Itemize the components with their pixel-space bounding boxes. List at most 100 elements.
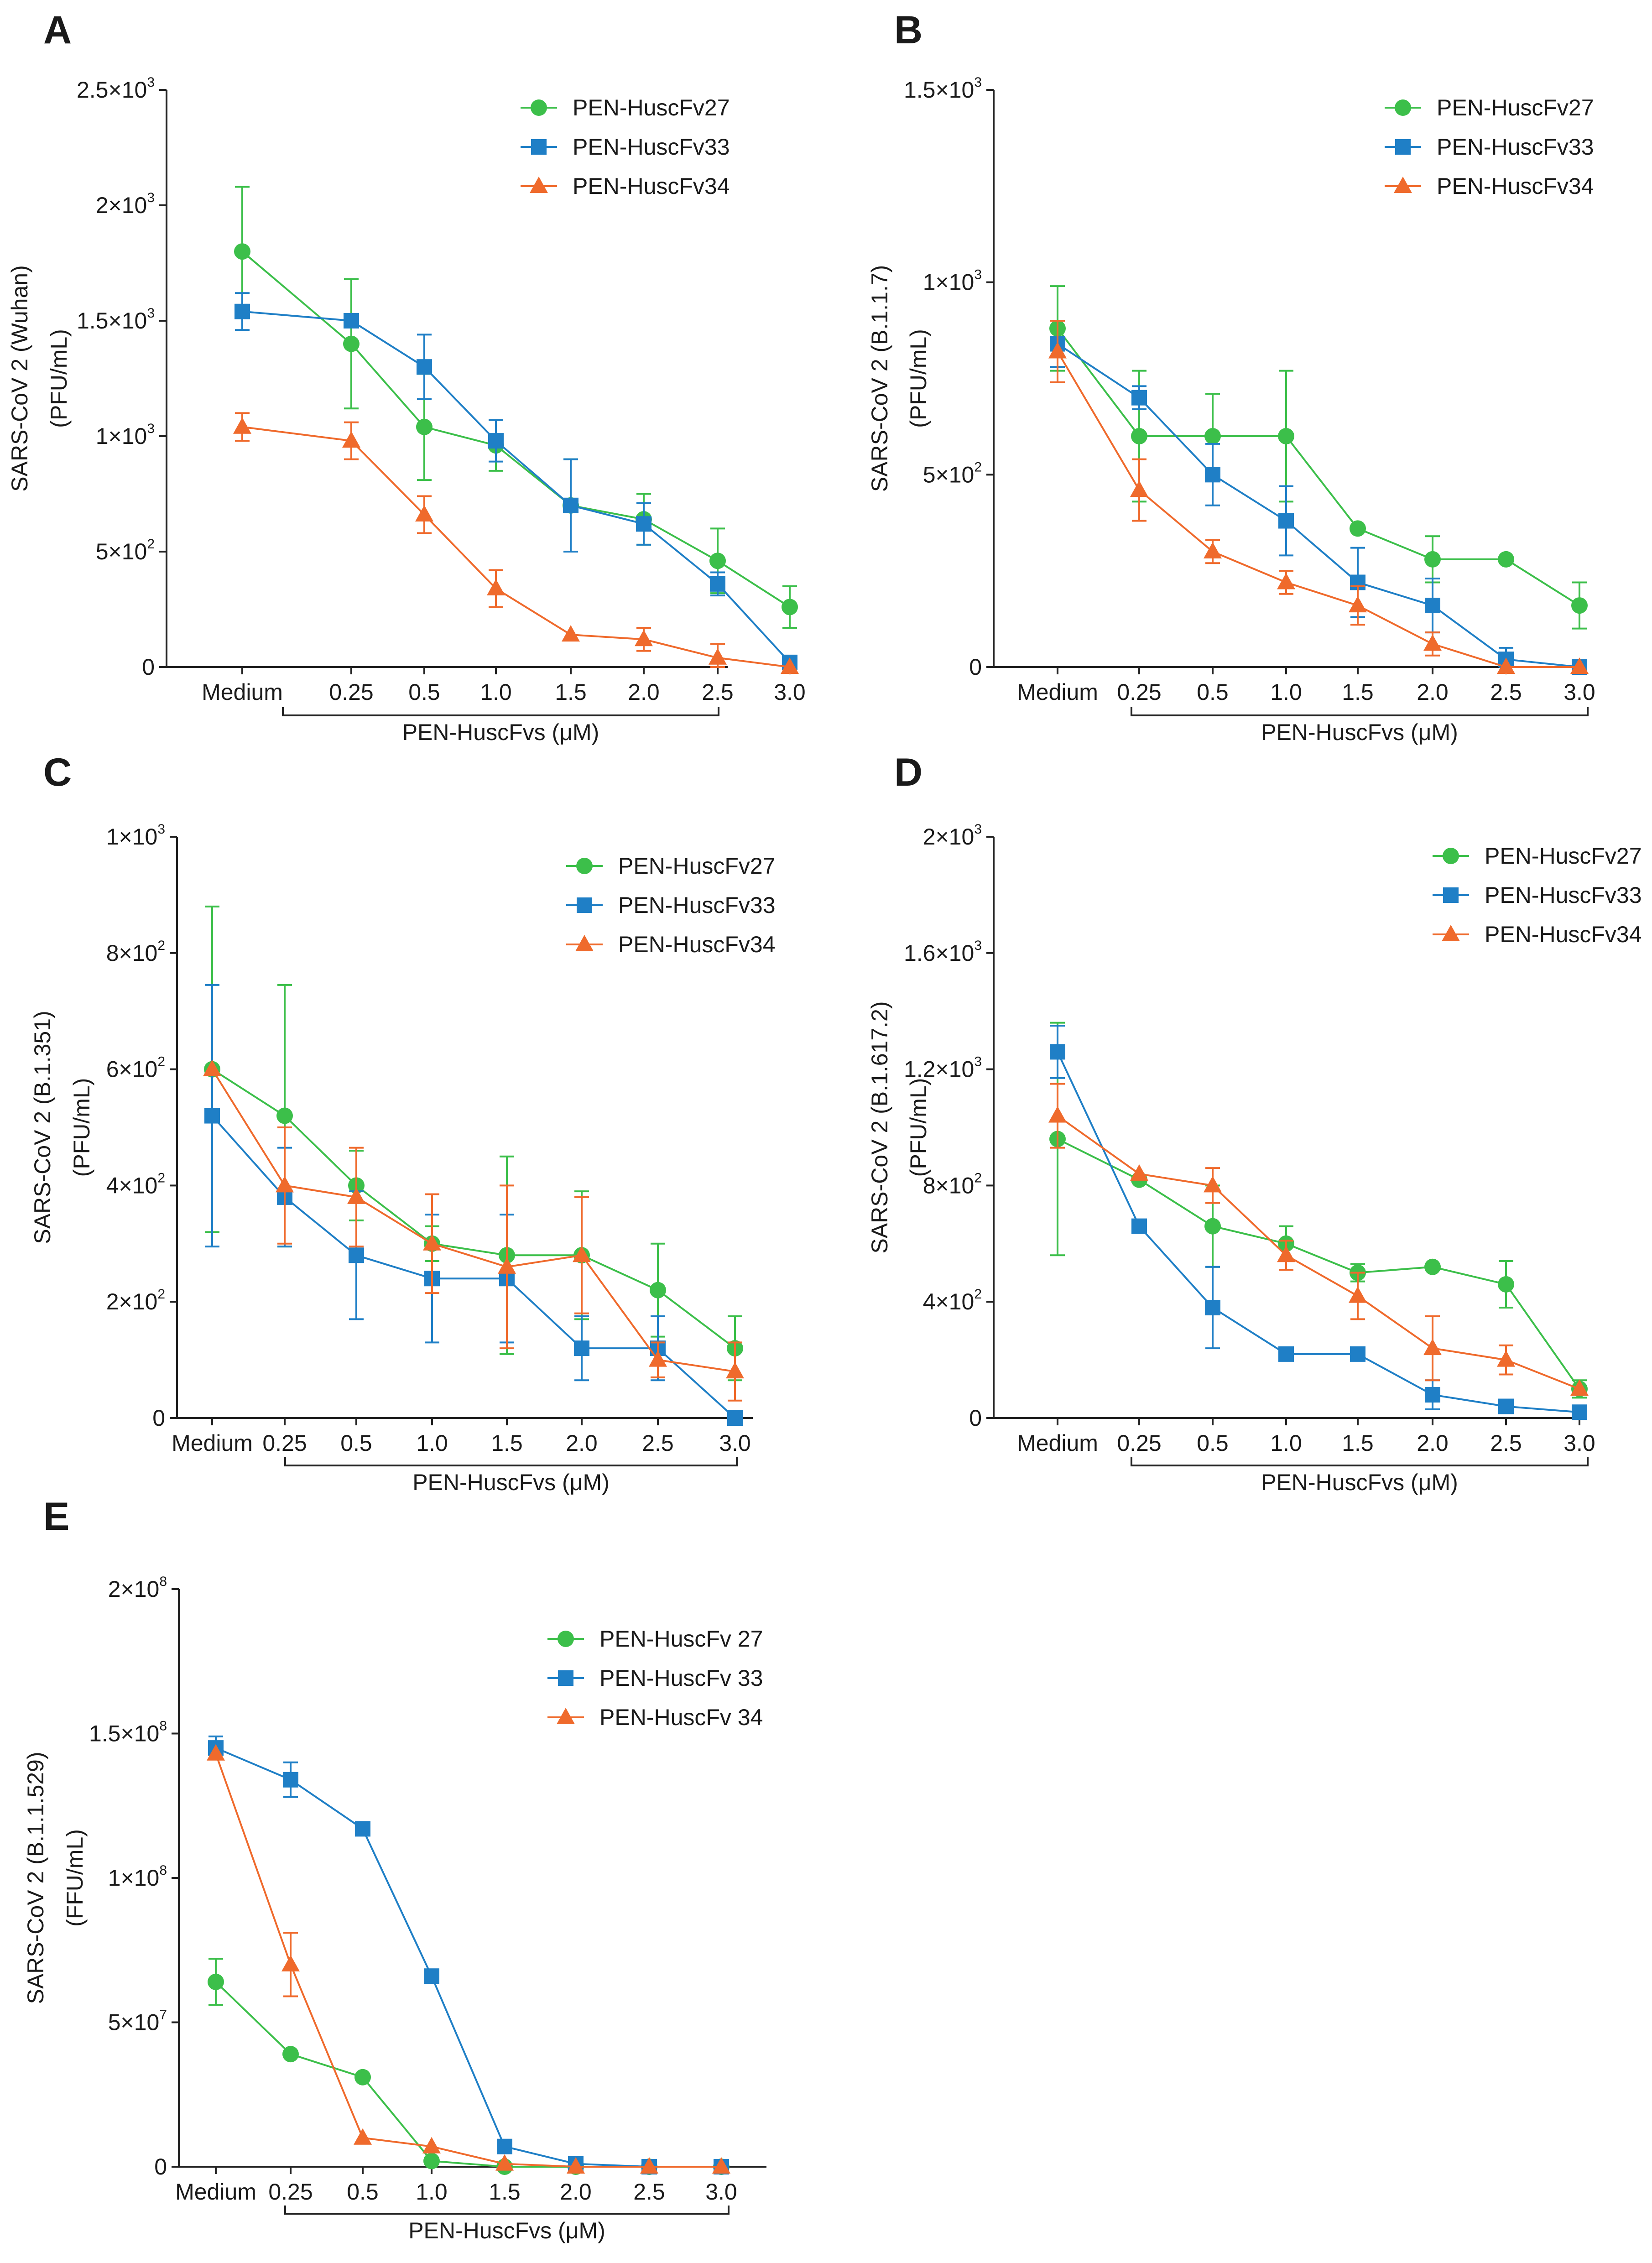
data-point — [416, 418, 433, 435]
y-tick-label: 0 — [142, 654, 155, 680]
series-line — [1057, 328, 1580, 606]
y-axis-unit: (PFU/mL) — [906, 1078, 931, 1177]
chart-panel-C: C 0 2×102 4×102 6×102 8×102 1×103 Medium 0.25 0.5… — [30, 751, 776, 1495]
x-axis-label: PEN-HuscFvs (μM) — [402, 720, 599, 745]
legend-marker — [530, 177, 548, 193]
legend-marker — [531, 99, 547, 116]
data-point — [282, 2046, 299, 2063]
chart-panel-D: D 0 4×102 8×102 1.2×103 1.6×103 2×103 Medium 0.2… — [867, 751, 1642, 1495]
data-point — [1425, 598, 1440, 614]
x-tick-label: 1.0 — [416, 1430, 448, 1456]
legend-label: PEN-HuscFv33 — [1437, 134, 1594, 160]
x-tick-label: 1.5 — [1342, 1430, 1374, 1456]
data-point — [1204, 542, 1222, 558]
x-tick-label: 1.0 — [1270, 1430, 1302, 1456]
y-tick-label: 1×103 — [106, 822, 165, 850]
legend-item: PEN-HuscFv34 — [521, 173, 730, 199]
data-point — [562, 625, 580, 642]
data-point — [487, 579, 505, 595]
data-point — [1130, 480, 1148, 497]
data-point — [283, 1772, 298, 1788]
series-1 — [1049, 285, 1588, 630]
legend-label: PEN-HuscFv34 — [1485, 922, 1642, 947]
x-tick-label: Medium — [172, 1430, 253, 1456]
data-point — [1349, 596, 1367, 613]
legend-item: PEN-HuscFv27 — [1385, 95, 1594, 120]
legend-marker — [577, 897, 592, 913]
series-3 — [207, 1744, 730, 2174]
data-point — [1204, 1176, 1222, 1193]
data-point — [1277, 573, 1295, 589]
y-tick-label: 6×102 — [106, 1054, 165, 1082]
x-tick-label: Medium — [175, 2179, 256, 2205]
legend-marker — [576, 858, 593, 874]
data-point — [649, 1350, 667, 1367]
data-point — [344, 313, 359, 328]
series-line — [211, 1068, 736, 1349]
data-point — [1050, 1044, 1065, 1060]
series-3 — [1048, 1083, 1589, 1396]
y-tick-label: 5×102 — [96, 537, 155, 564]
x-tick-label: 0.25 — [262, 1430, 307, 1456]
y-tick-label: 5×107 — [108, 2008, 167, 2035]
data-point — [207, 1744, 225, 1761]
x-tick-label: Medium — [1017, 679, 1098, 705]
data-point — [1423, 1339, 1442, 1356]
x-tick-label: 3.0 — [705, 2179, 737, 2205]
y-tick-label: 2×102 — [106, 1287, 165, 1314]
data-point — [1424, 1258, 1441, 1275]
legend-marker — [1442, 925, 1460, 941]
y-tick-label: 1.6×103 — [904, 938, 982, 966]
x-tick-label: 2.5 — [702, 679, 734, 705]
legend-item: PEN-HuscFv33 — [1385, 134, 1594, 160]
legend-item: PEN-HuscFv27 — [566, 853, 776, 879]
data-point — [1498, 551, 1514, 568]
data-point — [495, 2154, 514, 2171]
series-line — [211, 1069, 735, 1373]
legend-marker — [557, 1708, 575, 1724]
series-1 — [208, 1958, 730, 2175]
y-tick-label: 0 — [969, 1405, 982, 1431]
legend-label: PEN-HuscFv27 — [1485, 843, 1642, 869]
series-line — [242, 426, 790, 668]
y-tick-label: 2.5×103 — [77, 75, 155, 103]
series-line — [215, 1753, 721, 2168]
x-tick-label: 0.5 — [347, 2179, 379, 2205]
x-tick-label: 3.0 — [774, 679, 806, 705]
chart-panel-A: A 0 5×102 1×103 1.5×103 2×103 2.5×103 Medium 0.2… — [7, 8, 806, 745]
y-tick-label: 8×102 — [106, 938, 165, 966]
data-point — [355, 1821, 370, 1837]
data-point — [1498, 1398, 1514, 1414]
data-point — [727, 1410, 743, 1426]
data-point — [347, 1187, 365, 1204]
x-tick-label: 2.5 — [642, 1430, 674, 1456]
data-point — [354, 2069, 371, 2086]
x-tick-label: 2.0 — [1417, 1430, 1449, 1456]
x-tick-label: 1.0 — [416, 2179, 448, 2205]
data-point — [1498, 1276, 1514, 1293]
legend-label: PEN-HuscFv33 — [573, 134, 730, 160]
data-point — [498, 1257, 516, 1274]
legend-item: PEN-HuscFv33 — [521, 134, 730, 160]
y-axis-unit: (PFU/mL) — [46, 329, 72, 428]
chart-panel-E: E 0 5×107 1×108 1.5×108 2×108 Medium 0.25 0.5 1.0… — [23, 1495, 766, 2243]
x-tick-label: 0.25 — [268, 2179, 313, 2205]
legend-label: PEN-HuscFv 34 — [599, 1705, 763, 1730]
x-tick-label: 0.5 — [1197, 679, 1229, 705]
x-tick-label: 3.0 — [719, 1430, 751, 1456]
data-point — [1204, 428, 1221, 444]
y-tick-label: 1.2×103 — [904, 1054, 982, 1082]
panel-letter: C — [43, 751, 72, 794]
legend-label: PEN-HuscFv34 — [1437, 173, 1594, 199]
panel-letter: B — [894, 8, 922, 52]
legend-label: PEN-HuscFv27 — [1437, 95, 1594, 120]
legend-item: PEN-HuscFv 33 — [547, 1665, 763, 1691]
legend-item: PEN-HuscFv33 — [1433, 882, 1642, 908]
series-line — [1057, 351, 1579, 668]
y-axis-label: SARS-CoV 2 (B.1.351) — [30, 1011, 55, 1244]
x-tick-label: 1.5 — [491, 1430, 523, 1456]
data-point — [1497, 657, 1515, 674]
data-point — [1048, 342, 1067, 359]
legend-label: PEN-HuscFv33 — [1485, 882, 1642, 908]
data-point — [1571, 597, 1588, 614]
